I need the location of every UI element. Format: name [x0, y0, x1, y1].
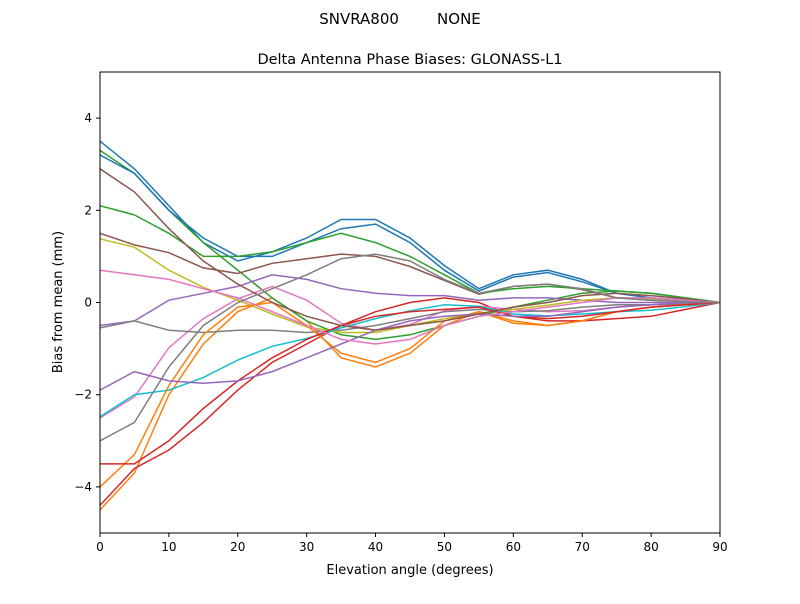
series-line-3 — [100, 297, 720, 506]
y-tick-label: −2 — [74, 388, 92, 402]
series-line-11 — [100, 301, 720, 488]
x-tick-label: 20 — [230, 540, 245, 554]
series-line-4 — [100, 274, 720, 327]
chart-title: Delta Antenna Phase Biases: GLONASS-L1 — [257, 52, 562, 68]
x-tick-label: 30 — [299, 540, 314, 554]
y-tick-label: 4 — [84, 111, 92, 125]
x-axis-label: Elevation angle (degrees) — [326, 563, 493, 578]
x-tick-label: 70 — [575, 540, 590, 554]
x-tick-label: 80 — [643, 540, 658, 554]
series-line-0 — [100, 140, 720, 304]
series-line-7 — [100, 301, 720, 334]
series-line-17 — [100, 253, 720, 442]
x-axis: 0 10 20 30 40 50 60 70 80 90 — [96, 533, 728, 554]
series-line-1 — [100, 297, 720, 511]
y-tick-label: −4 — [74, 480, 92, 494]
chart-suptitle: SNVRA800 NONE — [319, 10, 481, 28]
y-tick-label: 2 — [84, 203, 92, 217]
x-tick-label: 0 — [96, 540, 104, 554]
x-tick-label: 50 — [437, 540, 452, 554]
series-line-12 — [100, 204, 720, 304]
y-axis-label: Bias from mean (mm) — [51, 231, 66, 373]
x-tick-label: 10 — [161, 540, 176, 554]
y-tick-label: 0 — [84, 296, 92, 310]
series-lines — [100, 140, 720, 511]
x-tick-label: 60 — [506, 540, 521, 554]
series-line-13 — [100, 301, 720, 465]
series-line-15 — [100, 168, 720, 331]
x-tick-label: 90 — [712, 540, 727, 554]
series-line-10 — [100, 154, 720, 304]
series-line-14 — [100, 301, 720, 391]
x-tick-label: 40 — [368, 540, 383, 554]
y-axis: −4 −2 0 2 4 — [74, 111, 100, 494]
